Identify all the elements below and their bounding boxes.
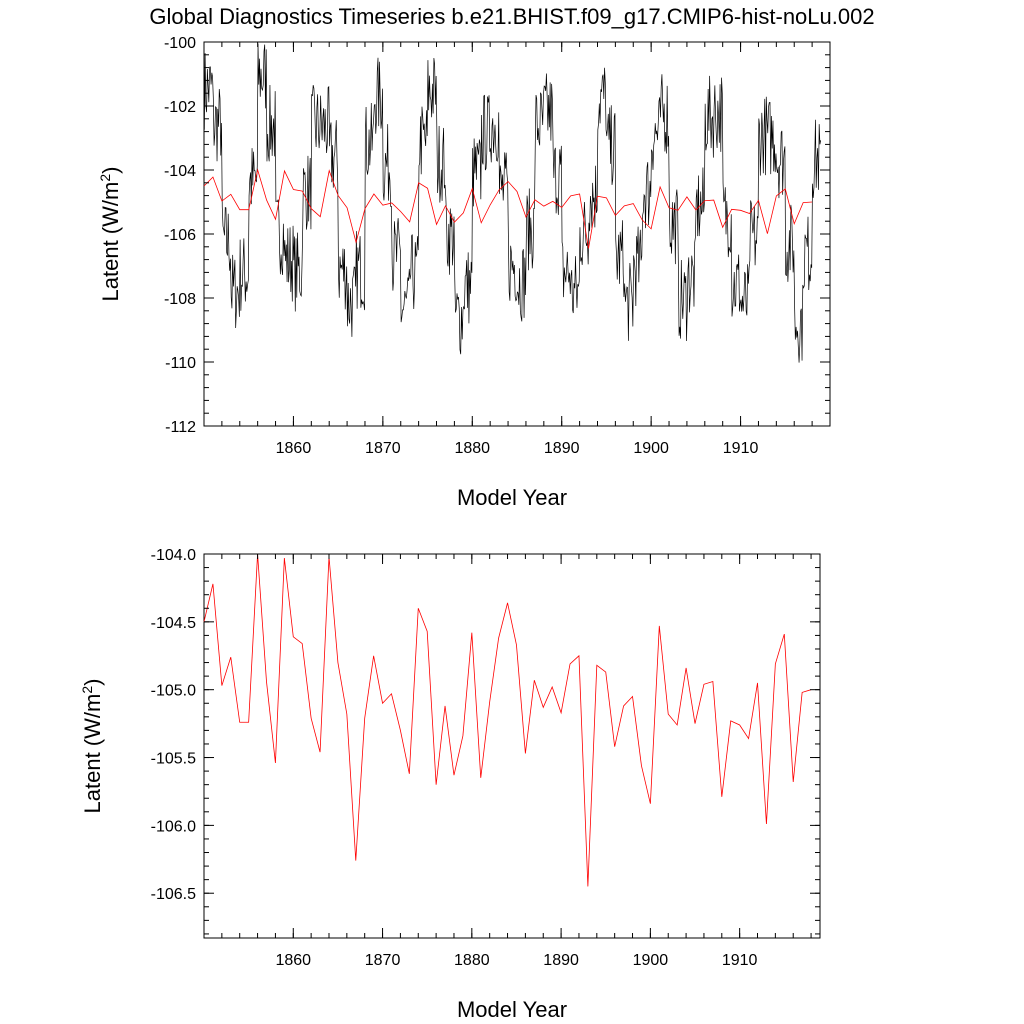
x-tick-label: 1870 [365,440,401,457]
x-tick-label: 1880 [454,440,490,457]
plot-frame-bottom [203,553,821,939]
monthly-series-line [204,43,822,363]
x-tick-label: 1900 [633,440,669,457]
panel-annual: 1860 1870 1880 1890 1900 1910 -106.5 -106.0 -105… [79,547,821,1022]
panel-monthly-and-annual: 1860 1870 1880 1890 1900 1910 -112 -110 -108 -106… [97,35,831,510]
y-tick-label: -100 [164,35,196,52]
y-tick-label: -105.0 [151,683,196,700]
y-tick-label: -106.0 [151,818,196,835]
y-tick-label: -104.5 [151,615,196,632]
y-tick-label: -104 [164,163,196,180]
series-group-top [203,43,822,363]
y-tick-label: -102 [164,99,196,116]
ticks-top: 1860 1870 1880 1890 1900 1910 -112 -110 -108 -106… [164,35,831,457]
y-tick-label: -106.5 [151,886,196,903]
y-axis-title-top: Latent (W/m2) [97,167,123,302]
ticks-bottom: 1860 1870 1880 1890 1900 1910 -106.5 -106.0 -105… [151,547,820,969]
y-tick-label: -105.5 [151,751,196,768]
x-tick-label: 1880 [454,952,490,969]
annual-series-line [203,168,813,249]
y-tick-label: -112 [165,419,196,436]
y-tick-label: -110 [165,355,196,372]
y-tick-label: -106 [164,227,196,244]
x-axis-title-top: Model Year [457,485,567,510]
plot-frame-top [203,41,831,427]
series-group-bottom [203,553,812,887]
y-tick-label: -108 [164,291,196,308]
x-tick-label: 1910 [722,952,758,969]
x-tick-label: 1890 [543,952,579,969]
x-tick-label: 1870 [365,952,401,969]
x-tick-label: 1860 [276,440,312,457]
y-axis-title-bottom: Latent (W/m2) [79,679,105,814]
y-tick-label: -104.0 [151,547,196,564]
x-tick-label: 1900 [633,952,669,969]
x-tick-label: 1860 [275,952,311,969]
annual-series-line [203,553,812,887]
x-tick-label: 1910 [723,440,759,457]
x-tick-label: 1890 [544,440,580,457]
x-axis-title-bottom: Model Year [457,997,567,1022]
figure-title: Global Diagnostics Timeseries b.e21.BHIS… [149,4,874,29]
